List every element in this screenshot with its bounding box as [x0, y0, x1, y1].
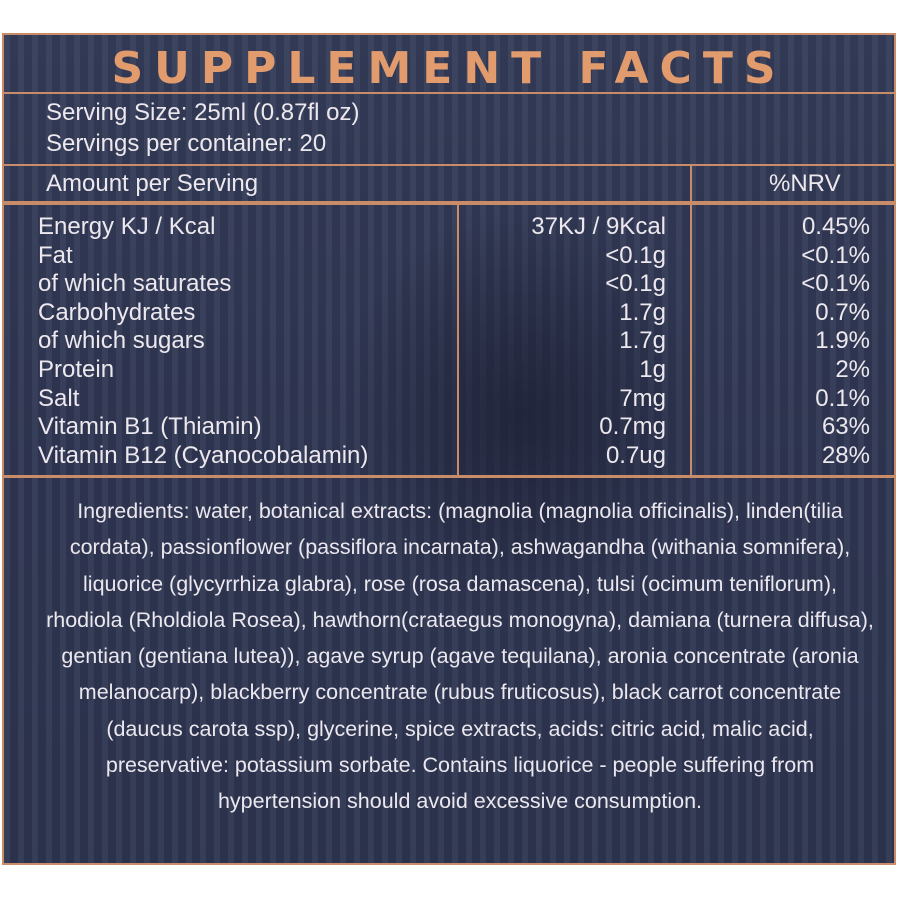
supplement-facts-panel: SUPPLEMENT FACTS Serving Size: 25ml (0.8…	[2, 33, 896, 865]
nutrient-amount: 0.7mg	[599, 413, 666, 441]
divider	[4, 475, 894, 478]
nutrient-name: of which sugars	[38, 327, 205, 355]
nutrient-nrv: 0.1%	[815, 384, 870, 412]
nutrient-name: Fat	[38, 241, 73, 269]
nutrient-name: Vitamin B1 (Thiamin)	[38, 413, 262, 441]
nutrient-amount: <0.1g	[605, 241, 666, 269]
nutrient-nrv: 2%	[835, 356, 870, 383]
nutrient-nrv: 28%	[821, 441, 870, 469]
table-row: Protein 1g 2%	[4, 356, 894, 384]
nutrient-amount: 1g	[639, 356, 666, 383]
nutrient-name: Salt	[38, 384, 80, 412]
nutrient-amount: 1.7g	[619, 327, 666, 355]
nutrient-nrv: <0.1%	[801, 270, 870, 298]
table-row: Vitamin B12 (Cyanocobalamin) 0.7ug 28%	[4, 442, 894, 470]
nutrient-name: Energy KJ / Kcal	[38, 213, 216, 240]
nutrient-name: Vitamin B12 (Cyanocobalamin)	[38, 441, 369, 469]
column-divider	[690, 166, 692, 477]
table-row: Carbohydrates 1.7g 0.7%	[4, 299, 894, 327]
servings-per-container: Servings per container: 20	[46, 130, 327, 157]
table-row: Vitamin B1 (Thiamin) 0.7mg 63%	[4, 413, 894, 441]
column-divider	[457, 203, 459, 477]
nutrient-amount: 1.7g	[619, 298, 666, 326]
nutrient-nrv: 1.9%	[815, 327, 870, 355]
divider	[4, 164, 894, 166]
nutrient-nrv: 63%	[821, 413, 870, 441]
nutrient-amount: 37KJ / 9Kcal	[531, 213, 666, 240]
divider	[4, 92, 894, 94]
nutrient-amount: 0.7ug	[605, 441, 666, 469]
table-row: of which saturates <0.1g <0.1%	[4, 270, 894, 298]
nutrient-nrv: <0.1%	[801, 241, 870, 269]
nutrient-nrv: 0.45%	[801, 213, 870, 240]
table-row: Salt 7mg 0.1%	[4, 385, 894, 413]
nutrient-name: of which saturates	[38, 270, 232, 298]
nutrient-name: Carbohydrates	[38, 298, 196, 326]
serving-size: Serving Size: 25ml (0.87fl oz)	[46, 99, 360, 126]
panel-title: SUPPLEMENT FACTS	[111, 43, 787, 94]
nutrient-amount: 7mg	[619, 384, 666, 412]
amount-per-serving-header: Amount per Serving	[46, 170, 259, 197]
divider	[4, 201, 894, 205]
ingredients-text: Ingredients: water, botanical extracts: …	[46, 499, 874, 814]
nrv-header: %NRV	[769, 170, 841, 197]
table-row: of which sugars 1.7g 1.9%	[4, 327, 894, 355]
table-row: Fat <0.1g <0.1%	[4, 242, 894, 270]
nutrient-name: Protein	[38, 356, 115, 383]
nutrient-amount: <0.1g	[605, 270, 666, 298]
nutrient-nrv: 0.7%	[815, 298, 870, 326]
table-row: Energy KJ / Kcal 37KJ / 9Kcal 0.45%	[4, 213, 894, 241]
